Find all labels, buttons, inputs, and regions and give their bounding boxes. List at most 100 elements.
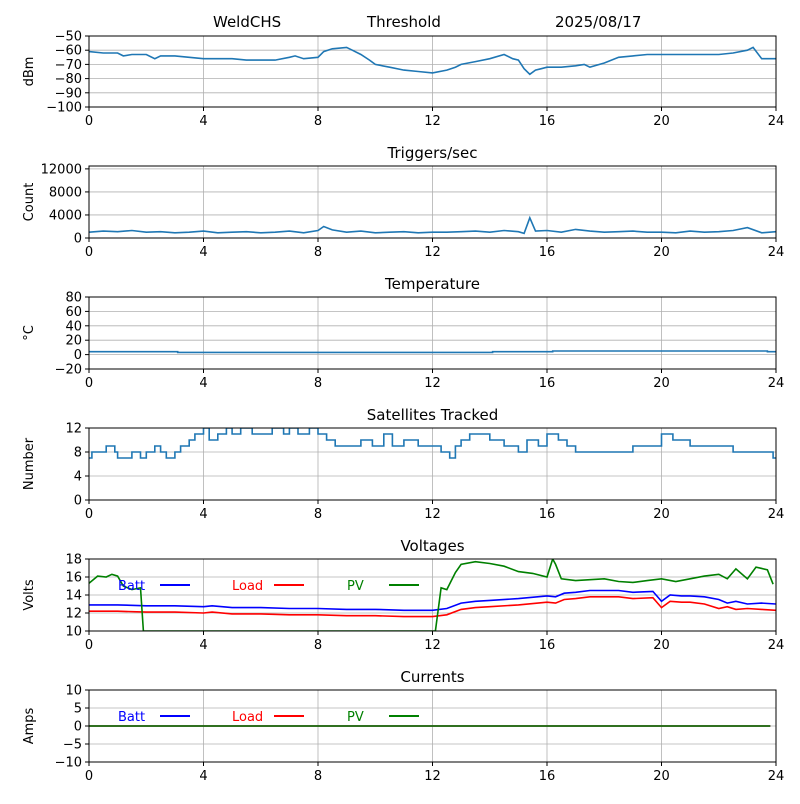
- x-tick-label: 0: [85, 769, 93, 784]
- y-tick-label: 14: [65, 589, 82, 604]
- x-tick-label: 12: [424, 638, 441, 653]
- y-tick-label: −50: [55, 30, 82, 45]
- series-line-batt: [89, 589, 776, 612]
- header-station: WeldCHS: [213, 13, 281, 31]
- y-axis-label: dBm: [22, 57, 37, 87]
- x-tick-label: 16: [539, 245, 556, 260]
- x-tick-label: 4: [199, 507, 207, 522]
- header-date: 2025/08/17: [555, 13, 641, 31]
- x-tick-label: 8: [314, 769, 322, 784]
- y-tick-label: 5: [74, 702, 82, 717]
- x-tick-label: 0: [85, 245, 93, 260]
- x-tick-label: 4: [199, 376, 207, 391]
- header-mode: Threshold: [366, 13, 441, 31]
- y-tick-label: 8: [74, 446, 82, 461]
- y-axis-label: Volts: [22, 579, 37, 611]
- y-tick-label: −5: [63, 738, 82, 753]
- series-line-data: [89, 46, 776, 76]
- x-tick-label: 4: [199, 245, 207, 260]
- series-line-data: [89, 350, 776, 354]
- x-tick-label: 20: [653, 376, 670, 391]
- x-tick-label: 4: [199, 638, 207, 653]
- panel-title: Voltages: [400, 537, 464, 555]
- series-line-data: [89, 428, 776, 459]
- x-tick-label: 12: [424, 114, 441, 129]
- y-tick-label: 12: [65, 607, 82, 622]
- y-tick-label: 0: [74, 232, 82, 247]
- x-tick-label: 20: [653, 769, 670, 784]
- legend-label-pv: PV: [347, 710, 364, 725]
- x-tick-label: 8: [314, 507, 322, 522]
- y-tick-label: −80: [55, 72, 82, 87]
- legend-label-batt: Batt: [118, 579, 145, 594]
- y-tick-label: 40: [65, 319, 82, 334]
- panel-6: 0 4 8 12 16 20 24 −10 −5 0 5 10 Currents Amps Batt Load…: [22, 668, 784, 784]
- y-tick-label: 10: [65, 625, 82, 640]
- x-tick-label: 24: [768, 769, 785, 784]
- legend-label-batt: Batt: [118, 710, 145, 725]
- y-axis-label: Amps: [22, 707, 37, 744]
- x-tick-label: 20: [653, 638, 670, 653]
- x-tick-label: 24: [768, 245, 785, 260]
- y-tick-label: 60: [65, 305, 82, 320]
- panel-2: 0 4 8 12 16 20 24 0 4000 8000 12000 Triggers/sec Cou…: [22, 144, 784, 260]
- y-tick-label: 0: [74, 720, 82, 735]
- panel-title: Temperature: [384, 275, 480, 293]
- y-tick-label: 80: [65, 291, 82, 306]
- x-tick-label: 8: [314, 245, 322, 260]
- y-tick-label: 4000: [49, 208, 82, 223]
- legend-label-load: Load: [232, 579, 263, 594]
- x-tick-label: 12: [424, 507, 441, 522]
- y-tick-label: 8000: [49, 185, 82, 200]
- panel-4: 0 4 8 12 16 20 24 0 4 8 12 Satellites Tracked Number: [22, 406, 784, 522]
- x-tick-label: 12: [424, 769, 441, 784]
- panel-title: Currents: [400, 668, 464, 686]
- y-tick-label: 10: [65, 684, 82, 699]
- x-tick-label: 8: [314, 638, 322, 653]
- x-tick-label: 0: [85, 638, 93, 653]
- x-tick-label: 24: [768, 114, 785, 129]
- y-axis-label: Number: [22, 437, 37, 490]
- panel-1: 0 4 8 12 16 20 24 −100−90−80−70−60−50 dBm: [22, 30, 784, 130]
- y-tick-label: −20: [55, 363, 82, 378]
- series-line-pv: [89, 559, 774, 631]
- y-tick-label: −60: [55, 44, 82, 59]
- series-line-data: [89, 215, 776, 235]
- y-tick-label: −10: [55, 756, 82, 771]
- x-tick-label: 8: [314, 114, 322, 129]
- series-line-load: [89, 596, 776, 618]
- legend-label-pv: PV: [347, 579, 364, 594]
- x-tick-label: 16: [539, 376, 556, 391]
- y-tick-label: 4: [74, 470, 82, 485]
- legend-label-load: Load: [232, 710, 263, 725]
- x-tick-label: 4: [199, 114, 207, 129]
- y-tick-label: 12000: [41, 162, 82, 177]
- x-tick-label: 20: [653, 507, 670, 522]
- y-tick-label: 20: [65, 334, 82, 349]
- y-axis-label: °C: [22, 325, 37, 341]
- x-tick-label: 16: [539, 638, 556, 653]
- x-tick-label: 0: [85, 376, 93, 391]
- x-tick-label: 24: [768, 507, 785, 522]
- x-tick-label: 24: [768, 638, 785, 653]
- y-tick-label: −90: [55, 86, 82, 101]
- x-tick-label: 12: [424, 245, 441, 260]
- panel-5: 0 4 8 12 16 20 24 10 12 14 16 18 Voltages Volts Batt Lo…: [22, 537, 784, 653]
- y-tick-label: −100: [46, 101, 82, 116]
- x-tick-label: 16: [539, 114, 556, 129]
- panel-title: Satellites Tracked: [367, 406, 498, 424]
- x-tick-label: 24: [768, 376, 785, 391]
- x-tick-label: 0: [85, 114, 93, 129]
- x-tick-label: 4: [199, 769, 207, 784]
- x-tick-label: 20: [653, 114, 670, 129]
- y-tick-label: 0: [74, 494, 82, 509]
- x-tick-label: 12: [424, 376, 441, 391]
- y-tick-label: 18: [65, 553, 82, 568]
- x-tick-label: 16: [539, 769, 556, 784]
- y-tick-label: −70: [55, 58, 82, 73]
- x-tick-label: 16: [539, 507, 556, 522]
- x-tick-label: 0: [85, 507, 93, 522]
- x-tick-label: 20: [653, 245, 670, 260]
- y-tick-label: 16: [65, 571, 82, 586]
